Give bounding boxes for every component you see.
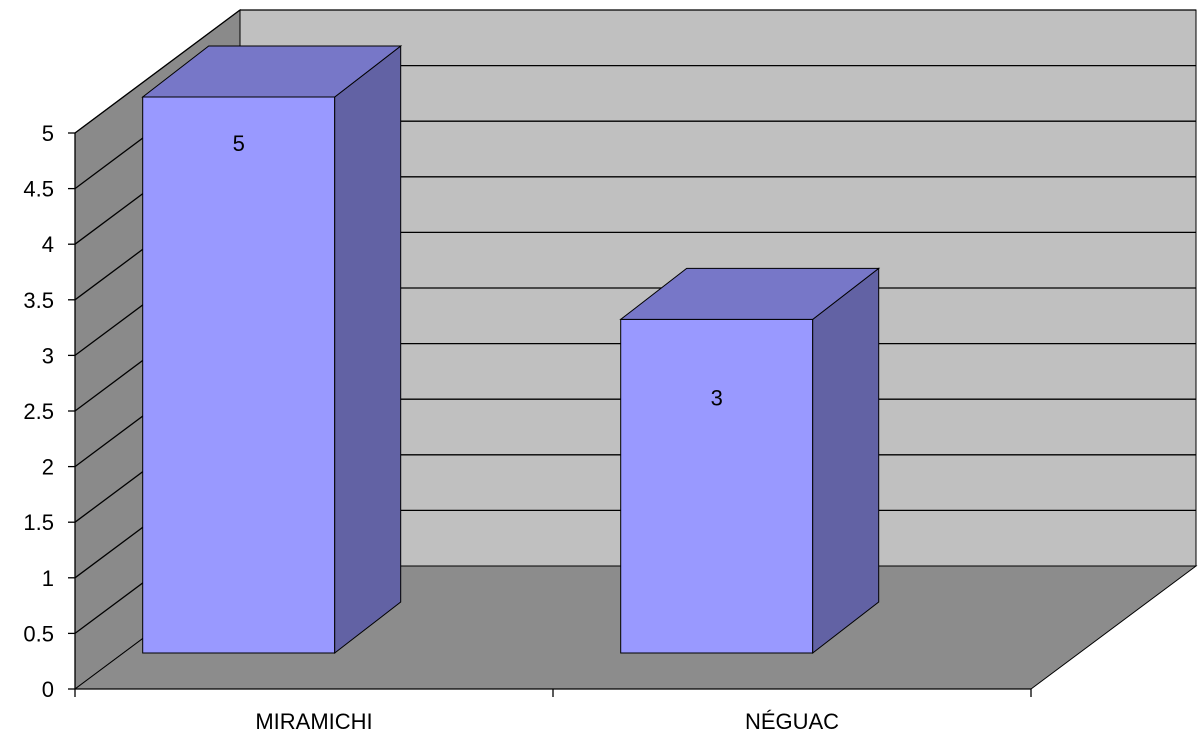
bar-side <box>812 267 880 655</box>
y-tick-label: 2.5 <box>23 399 54 424</box>
data-label: 5 <box>233 131 245 156</box>
y-tick-label: 1 <box>42 566 54 591</box>
bar-miramichi <box>141 44 403 655</box>
y-tick-label: 2 <box>42 455 54 480</box>
data-label: 3 <box>711 385 723 410</box>
axes <box>68 132 1032 697</box>
labels: 5 3 0 0.5 1 1.5 2 2.5 3 3.5 4 4.5 5 MIRAMICHI NÉGUAC <box>23 121 839 734</box>
bar-side <box>334 44 402 655</box>
x-category-label: NÉGUAC <box>745 709 839 734</box>
y-tick-label: 5 <box>42 121 54 146</box>
y-tick-label: 1.5 <box>23 510 54 535</box>
gridline-side <box>74 9 241 134</box>
bar-top <box>619 267 881 320</box>
bar-néguac <box>619 267 881 655</box>
bar-front <box>620 318 814 654</box>
y-tick-label: 4.5 <box>23 177 54 202</box>
y-tick-label: 0 <box>42 677 54 702</box>
x-category-label: MIRAMICHI <box>255 709 372 734</box>
bars <box>141 44 881 655</box>
y-tick-label: 3.5 <box>23 288 54 313</box>
y-tick-label: 0.5 <box>23 621 54 646</box>
y-tick-label: 3 <box>42 343 54 368</box>
bar-top <box>141 45 403 98</box>
y-tick-label: 4 <box>42 232 54 257</box>
bar-front <box>142 96 336 654</box>
